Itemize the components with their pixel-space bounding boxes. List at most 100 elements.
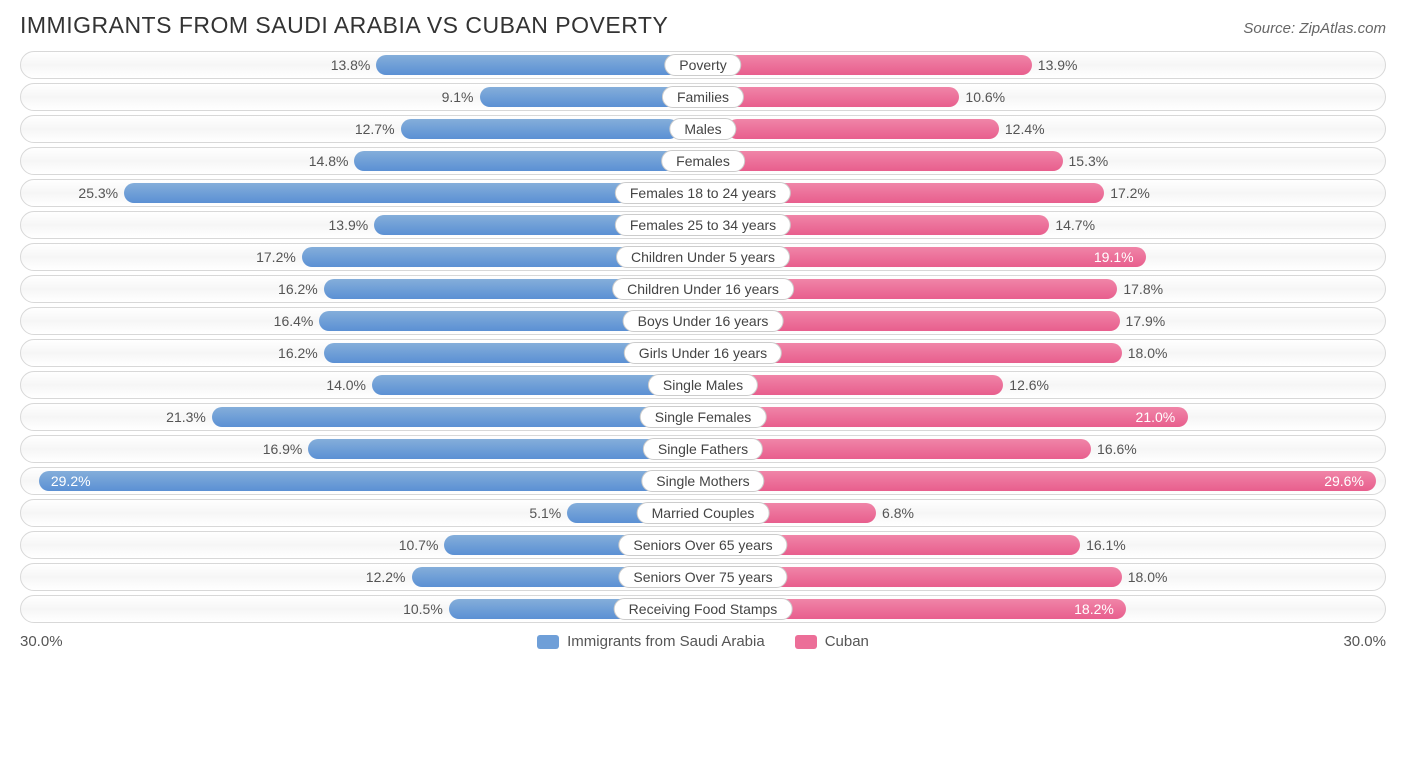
bar-row: 21.3% 21.0% Single Females [20, 403, 1386, 431]
bar-right [727, 343, 1122, 363]
category-label: Receiving Food Stamps [614, 598, 793, 620]
value-right: 12.6% [1009, 377, 1049, 393]
value-right: 29.6% [1324, 473, 1364, 489]
bar-right [727, 87, 960, 107]
legend: Immigrants from Saudi Arabia Cuban [537, 633, 869, 650]
category-label: Females 18 to 24 years [615, 182, 791, 204]
category-label: Married Couples [637, 502, 770, 524]
value-right: 18.0% [1128, 345, 1168, 361]
bar-left [401, 119, 680, 139]
bar-row: 13.9% 14.7% Females 25 to 34 years [20, 211, 1386, 239]
value-right: 16.1% [1086, 537, 1126, 553]
legend-label-right: Cuban [825, 633, 869, 650]
value-left: 10.5% [403, 601, 443, 617]
value-left: 14.8% [309, 153, 349, 169]
category-label: Single Females [640, 406, 767, 428]
value-left: 16.4% [274, 313, 314, 329]
category-label: Single Males [648, 374, 758, 396]
value-left: 14.0% [326, 377, 366, 393]
value-right: 21.0% [1136, 409, 1176, 425]
category-label: Females [661, 150, 745, 172]
legend-swatch-right [795, 635, 817, 649]
bar-row: 14.8% 15.3% Females [20, 147, 1386, 175]
bar-left [376, 55, 679, 75]
value-left: 13.9% [329, 217, 369, 233]
bar-row: 25.3% 17.2% Females 18 to 24 years [20, 179, 1386, 207]
legend-item-left: Immigrants from Saudi Arabia [537, 633, 765, 650]
chart-header: IMMIGRANTS FROM SAUDI ARABIA VS CUBAN PO… [20, 12, 1386, 39]
value-right: 17.9% [1126, 313, 1166, 329]
category-label: Children Under 16 years [612, 278, 794, 300]
value-right: 18.2% [1074, 601, 1114, 617]
bar-row: 29.2% 29.6% Single Mothers [20, 467, 1386, 495]
bar-right [727, 471, 1376, 491]
value-right: 17.2% [1110, 185, 1150, 201]
value-left: 13.8% [331, 57, 371, 73]
value-left: 29.2% [51, 473, 91, 489]
value-left: 10.7% [399, 537, 439, 553]
bar-row: 10.5% 18.2% Receiving Food Stamps [20, 595, 1386, 623]
chart-footer: 30.0% Immigrants from Saudi Arabia Cuban… [20, 633, 1386, 650]
chart-source: Source: ZipAtlas.com [1243, 20, 1386, 37]
bar-right [727, 439, 1091, 459]
value-left: 16.2% [278, 281, 318, 297]
bar-left [372, 375, 679, 395]
value-right: 16.6% [1097, 441, 1137, 457]
diverging-bar-chart: 13.8%13.9%Poverty9.1%10.6%Families12.7%1… [20, 51, 1386, 623]
legend-swatch-left [537, 635, 559, 649]
bar-row: 5.1% 6.8% Married Couples [20, 499, 1386, 527]
value-right: 14.7% [1055, 217, 1095, 233]
bar-row: 17.2% 19.1% Children Under 5 years [20, 243, 1386, 271]
value-left: 12.2% [366, 569, 406, 585]
value-left: 16.9% [263, 441, 303, 457]
value-left: 17.2% [256, 249, 296, 265]
bar-row: 16.4%17.9%Boys Under 16 years [20, 307, 1386, 335]
bar-row: 12.7%12.4%Males [20, 115, 1386, 143]
source-name: ZipAtlas.com [1299, 20, 1386, 37]
value-right: 13.9% [1038, 57, 1078, 73]
bar-left [212, 407, 679, 427]
bar-right [727, 375, 1003, 395]
category-label: Families [662, 86, 744, 108]
value-right: 19.1% [1094, 249, 1134, 265]
value-right: 18.0% [1128, 569, 1168, 585]
value-right: 15.3% [1069, 153, 1109, 169]
value-right: 17.8% [1123, 281, 1163, 297]
bar-left [308, 439, 679, 459]
category-label: Single Mothers [641, 470, 764, 492]
category-label: Seniors Over 65 years [618, 534, 787, 556]
chart-title: IMMIGRANTS FROM SAUDI ARABIA VS CUBAN PO… [20, 12, 668, 39]
bar-right [727, 55, 1032, 75]
bar-left [480, 87, 680, 107]
legend-label-left: Immigrants from Saudi Arabia [567, 633, 765, 650]
value-left: 25.3% [78, 185, 118, 201]
bar-right [727, 407, 1188, 427]
bar-row: 16.2% 18.0% Girls Under 16 years [20, 339, 1386, 367]
category-label: Males [669, 118, 736, 140]
bar-row: 10.7% 16.1% Seniors Over 65 years [20, 531, 1386, 559]
value-right: 10.6% [965, 89, 1005, 105]
source-prefix: Source: [1243, 20, 1299, 37]
category-label: Females 25 to 34 years [615, 214, 791, 236]
value-left: 16.2% [278, 345, 318, 361]
category-label: Girls Under 16 years [624, 342, 782, 364]
bar-row: 13.8%13.9%Poverty [20, 51, 1386, 79]
category-label: Single Fathers [643, 438, 763, 460]
category-label: Seniors Over 75 years [618, 566, 787, 588]
value-right: 6.8% [882, 505, 914, 521]
bar-row: 12.2% 18.0% Seniors Over 75 years [20, 563, 1386, 591]
bar-row: 14.0% 12.6% Single Males [20, 371, 1386, 399]
legend-item-right: Cuban [795, 633, 869, 650]
axis-max-right: 30.0% [1343, 633, 1386, 650]
bar-row: 9.1%10.6%Families [20, 83, 1386, 111]
bar-left [124, 183, 679, 203]
bar-left [354, 151, 679, 171]
value-left: 5.1% [529, 505, 561, 521]
category-label: Children Under 5 years [616, 246, 790, 268]
value-left: 12.7% [355, 121, 395, 137]
bar-right [727, 119, 999, 139]
value-left: 21.3% [166, 409, 206, 425]
bar-right [727, 151, 1063, 171]
bar-row: 16.9% 16.6% Single Fathers [20, 435, 1386, 463]
axis-max-left: 30.0% [20, 633, 63, 650]
